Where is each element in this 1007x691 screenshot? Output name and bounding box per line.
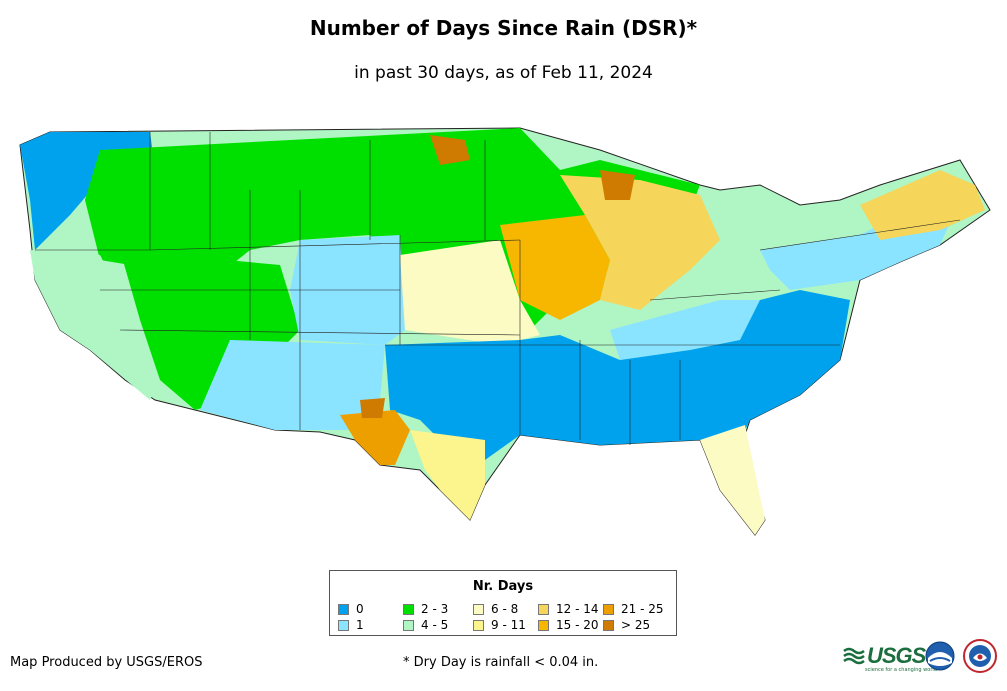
legend-label: 21 - 25 bbox=[621, 602, 664, 616]
legend-swatch bbox=[338, 604, 349, 615]
usgs-logo: USGS science for a changing world bbox=[843, 643, 937, 673]
legend-swatch bbox=[338, 620, 349, 631]
nws-logo-icon bbox=[963, 639, 997, 673]
legend-label: 2 - 3 bbox=[421, 602, 449, 616]
legend-swatch bbox=[538, 620, 549, 631]
legend-swatch bbox=[473, 604, 484, 615]
legend-swatch bbox=[538, 604, 549, 615]
region-ks-yellow bbox=[400, 240, 540, 345]
region-nm-lightblue bbox=[200, 340, 385, 430]
legend-label: 1 bbox=[356, 618, 364, 632]
usgs-wordmark: USGS bbox=[867, 643, 926, 668]
region-stx-yellow bbox=[410, 430, 485, 520]
legend-swatch bbox=[403, 620, 414, 631]
region-ne-yellow bbox=[860, 170, 985, 240]
legend-swatch bbox=[603, 620, 614, 631]
legend-label: 0 bbox=[356, 602, 364, 616]
region-wtx-orange bbox=[340, 410, 410, 465]
state-borders bbox=[35, 132, 961, 445]
region-midwest-orange bbox=[500, 215, 610, 320]
region-fl-yellow bbox=[700, 425, 765, 535]
legend-label: 15 - 20 bbox=[556, 618, 599, 632]
legend-title: Nr. Days bbox=[472, 579, 534, 594]
legend-swatch bbox=[603, 604, 614, 615]
region-ca bbox=[30, 250, 160, 400]
legend-swatch bbox=[403, 604, 414, 615]
legend-swatch bbox=[473, 620, 484, 631]
noaa-logo-icon bbox=[925, 641, 955, 671]
credit-text: Map Produced by USGS/EROS bbox=[10, 655, 203, 670]
region-south-blue bbox=[385, 290, 850, 460]
legend: Nr. Days 0 1 2 - 3 4 - 5 6 - 8 9 - 11 12 - 14 1… bbox=[329, 570, 677, 636]
legend-label: 4 - 5 bbox=[421, 618, 449, 632]
dry-day-note: * Dry Day is rainfall < 0.04 in. bbox=[403, 655, 599, 670]
region-wi-yellow bbox=[560, 175, 720, 310]
spot-nm-dark bbox=[360, 398, 385, 418]
legend-label: 6 - 8 bbox=[491, 602, 519, 616]
usgs-wave-icon bbox=[843, 647, 865, 665]
legend-label: 12 - 14 bbox=[556, 602, 599, 616]
map-title: Number of Days Since Rain (DSR)* bbox=[309, 16, 698, 40]
usgs-tagline: science for a changing world bbox=[865, 667, 937, 673]
legend-label: > 25 bbox=[621, 618, 651, 632]
map-subtitle: in past 30 days, as of Feb 11, 2024 bbox=[354, 63, 653, 83]
legend-label: 9 - 11 bbox=[491, 618, 526, 632]
spot-nd-dark bbox=[430, 135, 470, 165]
spot-wi-dark bbox=[600, 170, 635, 200]
